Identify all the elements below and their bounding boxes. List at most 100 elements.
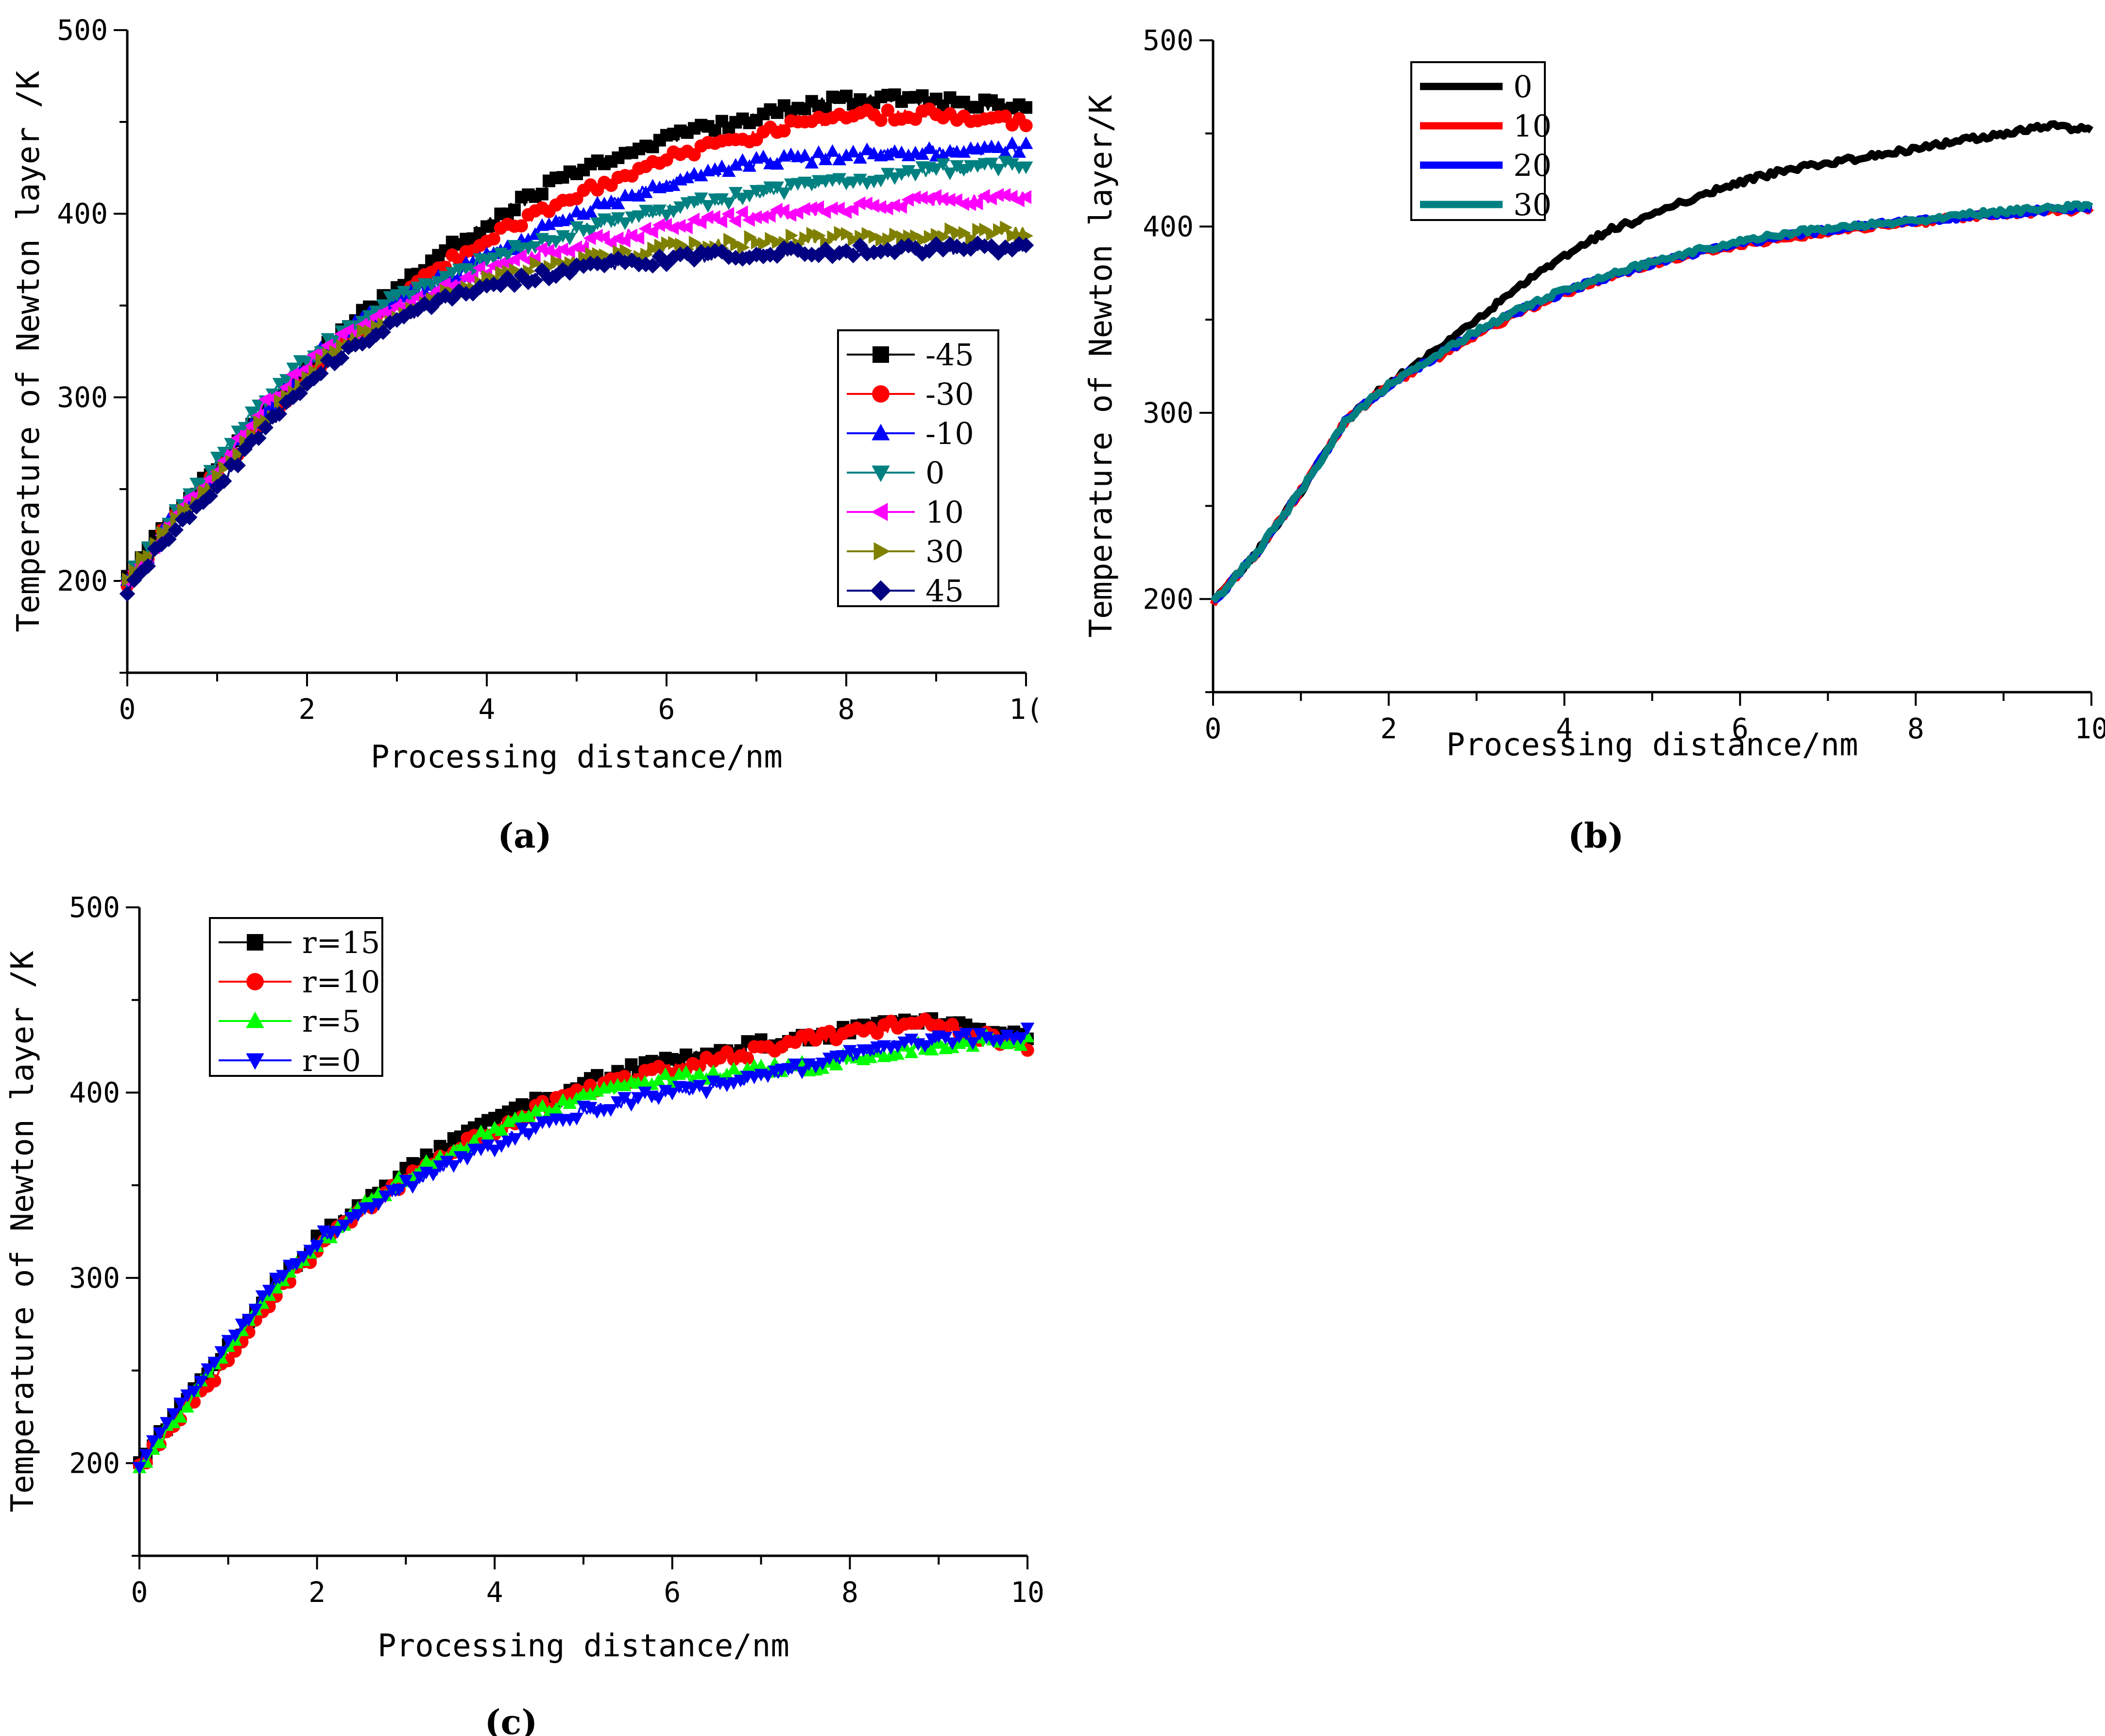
data-point — [910, 229, 923, 243]
data-point — [666, 205, 681, 219]
data-point — [251, 430, 267, 446]
data-point — [904, 1045, 919, 1058]
data-point — [583, 1102, 598, 1115]
data-point — [219, 461, 232, 475]
data-point — [675, 238, 688, 252]
data-point — [771, 235, 785, 249]
data-point — [819, 153, 833, 166]
data-point — [827, 230, 840, 244]
data-point — [951, 226, 964, 240]
data-point — [136, 550, 149, 565]
data-point — [611, 1096, 625, 1109]
data-point — [740, 1051, 754, 1065]
x-tick-label: 10 — [2074, 712, 2105, 745]
data-point — [651, 1092, 666, 1106]
data-point — [727, 1061, 741, 1074]
data-point — [375, 324, 391, 340]
data-point — [715, 193, 729, 206]
x-axis-label: Processing distance/nm — [371, 739, 783, 775]
y-tick-label: 500 — [69, 891, 120, 924]
data-point — [846, 145, 860, 158]
data-point — [617, 1078, 632, 1091]
data-point — [396, 286, 411, 299]
data-point — [645, 224, 658, 239]
legend-marker — [871, 503, 888, 521]
data-point — [244, 406, 259, 419]
data-point — [1020, 229, 1033, 243]
data-point — [216, 473, 232, 489]
y-tick-label: 400 — [57, 197, 108, 230]
data-point — [958, 226, 971, 240]
data-point — [942, 193, 956, 207]
data-point — [924, 230, 937, 244]
data-point — [736, 153, 750, 166]
data-point — [873, 174, 888, 187]
data-point — [715, 159, 729, 172]
data-point — [860, 142, 874, 155]
data-point — [861, 227, 874, 241]
data-point — [221, 1335, 236, 1348]
data-point — [658, 1067, 673, 1080]
data-point — [467, 1133, 481, 1146]
data-point — [241, 1313, 256, 1327]
data-point — [918, 1040, 932, 1053]
data-point — [404, 290, 418, 303]
legend-label: 30 — [1513, 187, 1552, 222]
legend-label: 30 — [925, 534, 964, 569]
data-point — [943, 167, 957, 180]
legend-box — [837, 329, 999, 607]
x-tick-label: 0 — [131, 1576, 148, 1609]
data-point — [632, 188, 646, 202]
data-point — [924, 1042, 939, 1055]
data-point — [631, 1092, 645, 1105]
data-point — [235, 1318, 249, 1331]
data-point — [972, 222, 985, 237]
data-point — [159, 1417, 174, 1430]
data-point — [506, 277, 523, 293]
data-point — [1004, 241, 1020, 258]
data-point — [661, 236, 674, 251]
data-point — [917, 232, 930, 247]
data-point — [180, 1389, 194, 1402]
data-point — [364, 1202, 379, 1215]
data-point — [252, 399, 266, 412]
data-point — [392, 1184, 406, 1197]
data-point — [647, 241, 660, 255]
data-point — [257, 419, 274, 436]
data-point — [156, 526, 170, 540]
data-point — [881, 148, 895, 161]
data-point — [603, 1104, 618, 1117]
data-point — [210, 451, 224, 464]
data-point — [957, 164, 971, 177]
data-point — [721, 164, 736, 177]
data-point — [765, 232, 778, 246]
data-point — [701, 200, 715, 213]
data-point — [632, 231, 645, 245]
data-point — [529, 1104, 543, 1117]
data-point — [845, 247, 861, 264]
data-point — [688, 236, 702, 250]
x-tick-label: 6 — [1731, 712, 1748, 745]
data-point — [758, 237, 771, 251]
data-point — [908, 190, 921, 204]
data-point — [494, 1140, 509, 1153]
data-point — [583, 225, 598, 238]
x-tick-label: 0 — [1205, 712, 1222, 745]
data-point — [599, 248, 612, 262]
data-point — [1020, 1022, 1035, 1036]
data-point — [998, 188, 1011, 202]
data-point — [1000, 221, 1013, 235]
data-point — [330, 1225, 345, 1239]
data-point — [419, 1154, 433, 1167]
legend-marker — [246, 973, 264, 990]
data-point — [721, 197, 736, 210]
legend-label: -45 — [925, 337, 974, 373]
data-point — [692, 1080, 707, 1093]
data-point — [597, 230, 610, 244]
data-point — [445, 267, 460, 280]
data-point — [480, 1139, 495, 1152]
y-tick-label: 500 — [57, 14, 108, 47]
legend: 0 10 20 30 — [1410, 61, 1552, 222]
